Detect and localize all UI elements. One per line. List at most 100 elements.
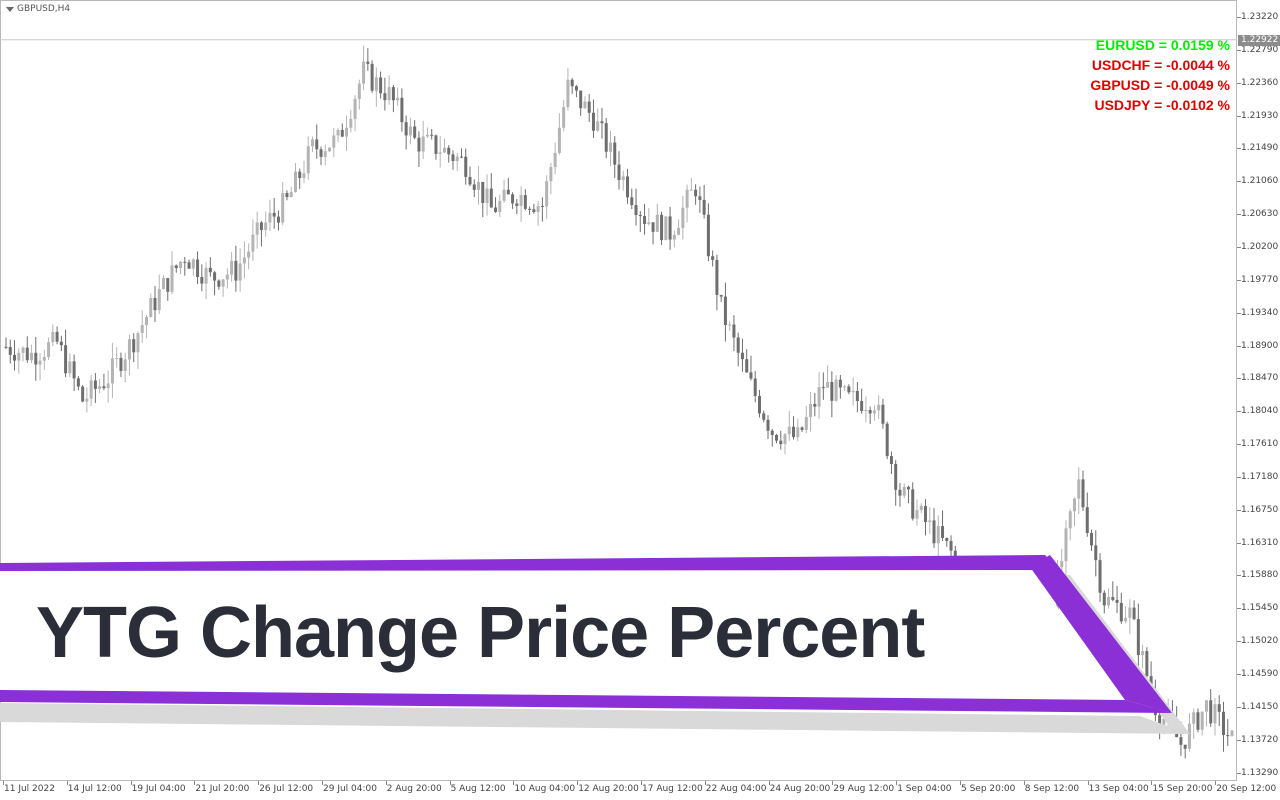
candle-body	[123, 359, 127, 371]
candle-body	[434, 135, 438, 154]
candle-body	[323, 151, 327, 157]
price-label: 1.13720	[1241, 734, 1279, 745]
price-label: 1.20200	[1241, 241, 1279, 252]
candle-body	[1115, 599, 1119, 603]
candle-body	[562, 107, 566, 128]
time-label: 15 Sep 20:00	[1152, 784, 1213, 794]
time-tick	[768, 781, 770, 785]
candle-body	[4, 346, 8, 348]
candle-body	[996, 651, 1000, 670]
candle-body	[1077, 479, 1081, 499]
candle-body	[1064, 528, 1068, 562]
candle-body	[881, 404, 885, 424]
candle-body	[1204, 700, 1208, 712]
candle-body	[408, 126, 412, 136]
candle-body	[753, 378, 757, 396]
candle-body	[442, 147, 446, 153]
candle-body	[302, 173, 306, 178]
candle-body	[293, 171, 297, 193]
price-tick	[1237, 542, 1241, 544]
candle-body	[1221, 711, 1225, 736]
candle-body	[374, 77, 378, 91]
price-tick	[1237, 608, 1241, 610]
candle-body	[13, 354, 17, 361]
time-tick	[641, 781, 642, 785]
candle-body	[1230, 730, 1234, 737]
candle-body	[276, 216, 280, 223]
candle-body	[1034, 622, 1038, 638]
candle-body	[672, 234, 676, 240]
candle-body	[1072, 498, 1076, 512]
price-axis[interactable]: 1.23220 1.22790 1.22360 1.21930 1.21490 1.210…	[1237, 0, 1280, 781]
price-label: 1.19340	[1241, 307, 1279, 318]
candle-body	[664, 216, 668, 241]
candle-body	[694, 189, 698, 197]
candle-body	[400, 97, 404, 123]
price-label: 1.22790	[1241, 44, 1279, 55]
candle-body	[264, 222, 268, 231]
candle-body	[864, 409, 868, 412]
candle-body	[136, 333, 140, 353]
candle-body	[885, 423, 889, 457]
candle-body	[1200, 711, 1204, 730]
candle-body	[924, 506, 927, 523]
candle-body	[745, 359, 749, 373]
candle-body	[1047, 612, 1051, 622]
chart-title[interactable]: GBPUSD,H4	[6, 4, 70, 14]
candle-body	[698, 196, 702, 200]
candle-body	[51, 331, 55, 343]
candle-body	[166, 278, 170, 292]
candle-body	[962, 585, 966, 588]
candle-body	[600, 121, 604, 124]
candle-body	[579, 90, 583, 109]
candle-body	[655, 214, 659, 232]
candle-body	[660, 214, 664, 241]
candle-body	[936, 526, 940, 544]
time-tick	[1151, 781, 1153, 785]
candle-body	[259, 222, 263, 231]
time-tick	[385, 781, 387, 785]
candle-body	[1183, 744, 1187, 749]
candle-body	[502, 189, 506, 201]
price-label: 1.21060	[1241, 176, 1279, 187]
candle-body	[1009, 647, 1013, 653]
price-label: 1.21930	[1241, 110, 1279, 121]
candle-body	[366, 61, 370, 64]
candle-body	[906, 486, 910, 490]
candle-body	[894, 463, 898, 490]
candle-body	[187, 262, 191, 269]
time-tick	[66, 781, 68, 785]
candle-body	[481, 181, 485, 203]
candle-body	[838, 379, 842, 388]
change-percent-row: USDCHF = -0.0044 %	[1091, 57, 1230, 73]
candle-body	[1141, 651, 1145, 656]
candle-body	[740, 352, 744, 360]
candle-body	[958, 563, 962, 588]
time-tick	[130, 781, 132, 785]
candle-body	[1192, 712, 1196, 724]
candle-body	[719, 294, 723, 297]
candle-body	[102, 386, 106, 389]
candle-body	[1175, 722, 1179, 738]
candle-body	[485, 188, 489, 203]
candle-body	[1196, 712, 1200, 730]
time-axis[interactable]: 11 Jul 2022 14 Jul 12:00 19 Jul 04:00 21 Ju…	[0, 781, 1276, 800]
candle-body	[975, 616, 979, 628]
candle-body	[1145, 651, 1149, 677]
candle-body	[545, 181, 549, 207]
time-tick	[960, 781, 961, 785]
candle-body	[711, 256, 715, 260]
chart-menu-triangle-icon[interactable]	[6, 6, 14, 12]
candle-body	[826, 381, 830, 388]
candle-body	[787, 426, 791, 435]
candle-body	[608, 142, 612, 152]
price-tick	[1237, 148, 1241, 150]
candle-body	[281, 193, 285, 223]
candle-body	[421, 136, 425, 152]
candle-body	[34, 352, 38, 365]
price-tick	[1237, 674, 1241, 675]
candle-body	[1162, 718, 1166, 725]
candle-body	[42, 356, 46, 361]
price-label: 1.14150	[1241, 701, 1279, 712]
